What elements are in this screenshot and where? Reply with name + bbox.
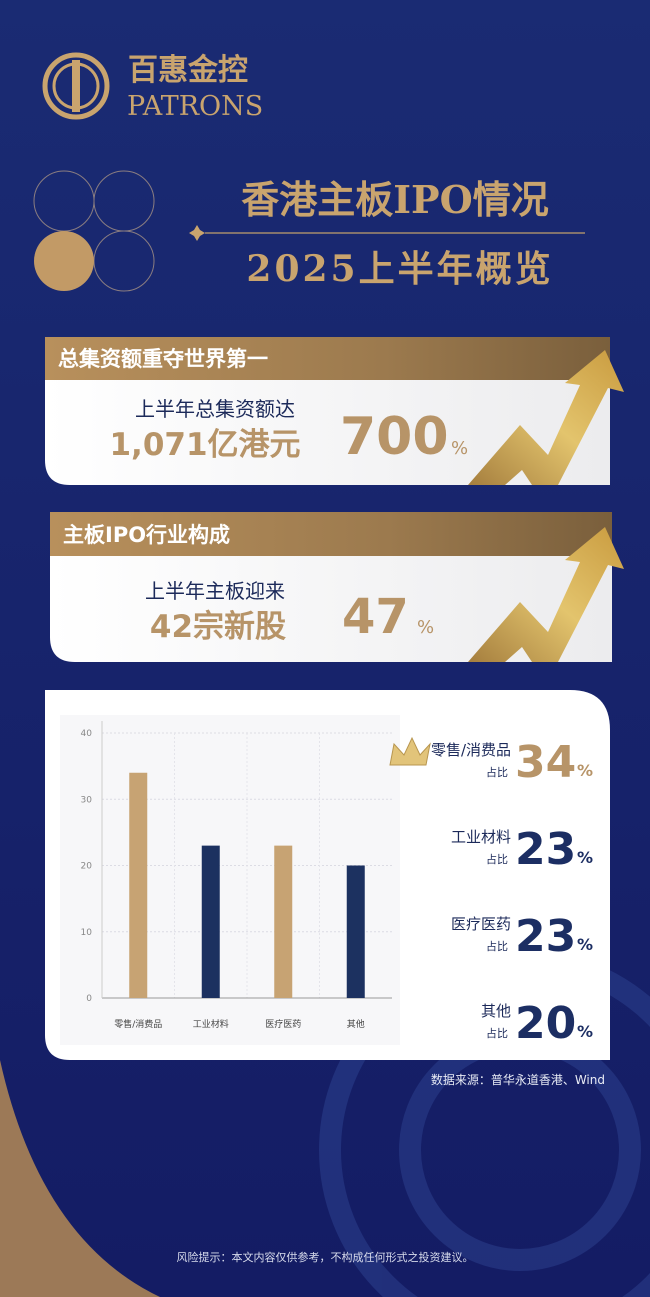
legend-unit: %	[577, 1022, 593, 1041]
x-tick-label: 医疗医药	[265, 1018, 301, 1030]
legend-name: 零售/消费品	[431, 741, 511, 759]
legend-name: 工业材料	[451, 828, 511, 846]
brand-cn: 百惠金控	[128, 53, 248, 88]
y-tick-label: 20	[81, 862, 93, 872]
legend-unit: %	[577, 935, 593, 954]
card-body	[45, 380, 610, 485]
bar	[201, 845, 220, 998]
legend-share-label: 占比	[486, 939, 508, 953]
chart: 0 10 20 30 40 零售/消费品 工业材料 医疗医药 其他	[81, 721, 392, 1030]
card-header	[45, 337, 610, 380]
x-tick-label: 工业材料	[193, 1018, 229, 1030]
legend-unit: %	[577, 848, 593, 867]
card-heading: 总集资额重夺世界第一	[58, 347, 268, 371]
bar	[346, 865, 365, 998]
card-stat-unit: %	[451, 438, 468, 459]
circle-decoration	[33, 170, 155, 292]
card-heading: 主板IPO行业构成	[63, 523, 230, 547]
card-line: 上半年主板迎来	[145, 579, 285, 603]
legend-share-label: 占比	[486, 765, 508, 779]
card-highlight: 42宗新股	[150, 609, 286, 645]
bar	[274, 845, 293, 998]
x-tick-label: 其他	[347, 1018, 365, 1030]
brand-en: PATRONS	[127, 91, 263, 122]
legend-unit: %	[577, 761, 593, 780]
subtitle: 2025上半年概览	[246, 248, 553, 290]
y-tick-label: 10	[81, 928, 93, 938]
x-tick-label: 零售/消费品	[114, 1018, 162, 1030]
logo	[42, 52, 110, 120]
legend-value: 20	[515, 998, 576, 1049]
title: 香港主板IPO情况	[241, 177, 548, 222]
source: 数据来源：普华永道香港、Wind	[431, 1072, 605, 1087]
card-stat: 47	[342, 589, 409, 645]
crown-icon	[389, 736, 431, 766]
y-tick-label: 30	[81, 795, 93, 805]
star	[189, 225, 205, 241]
legend-value: 23	[515, 824, 576, 875]
legend-value: 23	[515, 911, 576, 962]
legend-share-label: 占比	[486, 1026, 508, 1040]
disclaimer: 风险提示：本文内容仅供参考，不构成任何形式之投资建议。	[177, 1250, 474, 1264]
card-stat: 700	[340, 407, 449, 467]
legend-share-label: 占比	[486, 852, 508, 866]
card-body	[50, 556, 612, 662]
plot-background	[60, 715, 400, 1045]
legend-name: 其他	[481, 1002, 511, 1020]
legend-value: 34	[515, 737, 576, 788]
y-tick-label: 40	[81, 729, 93, 739]
y-tick-label: 0	[86, 994, 92, 1004]
card: 主板IPO行业构成 上半年主板迎来 42宗新股 47 %	[50, 512, 624, 662]
card-stat-unit: %	[417, 617, 434, 638]
corner-decoration	[0, 1060, 160, 1297]
card-line: 上半年总集资额达	[135, 397, 295, 421]
arrow-graphic	[468, 350, 624, 485]
legend-name: 医疗医药	[451, 915, 511, 933]
bar	[129, 772, 148, 998]
card: 总集资额重夺世界第一 上半年总集资额达 1,071亿港元 700 %	[45, 337, 624, 485]
arrow-graphic	[468, 527, 624, 662]
card-highlight: 1,071亿港元	[109, 427, 300, 463]
card-header	[50, 512, 612, 556]
